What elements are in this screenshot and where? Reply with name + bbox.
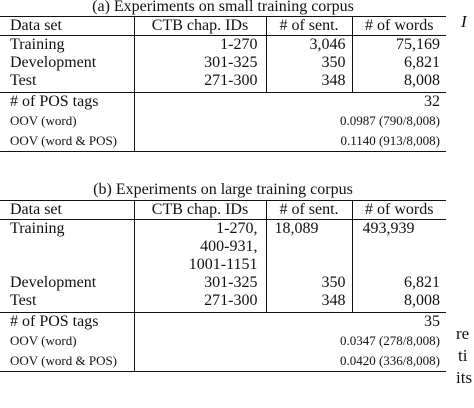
table-row: Development 301-325 350 6,821: [0, 54, 446, 72]
margin-text-fragment: its: [456, 368, 473, 387]
stat-value: 32: [424, 93, 440, 110]
stat-label: OOV (word & POS): [0, 351, 135, 372]
table-row: Training 1-270 3,046 75,169: [0, 35, 446, 54]
row-words: 8,008: [352, 72, 446, 93]
stat-value: 0.0347 (278/8,008): [339, 333, 440, 348]
table-a-caption: (a) Experiments on small training corpus: [92, 0, 354, 15]
table-a: Data set CTB chap. IDs # of sent. # of w…: [0, 16, 446, 152]
stat-label: # of POS tags: [0, 312, 135, 331]
row-sent: 350: [266, 54, 353, 72]
margin-text-fragment: re: [456, 324, 470, 343]
table-row: Test 271-300 348 8,008: [0, 292, 446, 313]
stat-label: # of POS tags: [0, 92, 135, 111]
table-b-caption: (b) Experiments on large training corpus: [93, 181, 353, 198]
header-ctb-ids: CTB chap. IDs: [134, 200, 267, 220]
row-words: 493,939: [362, 220, 415, 237]
row-words: 75,169: [396, 36, 440, 53]
stat-row: # of POS tags 32: [0, 92, 446, 111]
row-sent: 3,046: [266, 35, 353, 54]
row-ids: 271-300: [134, 292, 267, 313]
margin-text-fragment: ti: [458, 346, 468, 365]
stat-row: OOV (word) 0.0987 (790/8,008): [0, 111, 446, 131]
header-sent: # of sent.: [266, 200, 353, 220]
row-ids: 271-300: [134, 72, 267, 93]
table-row-continued: 1001-1151: [0, 256, 446, 274]
row-set: Training: [0, 219, 135, 238]
row-sent: 350: [266, 274, 353, 292]
table-b-header-row: Data set CTB chap. IDs # of sent. # of w…: [0, 200, 446, 220]
table-row: Training 1-270, 18,089 493,939: [0, 219, 446, 238]
stat-row: OOV (word & POS) 0.0420 (336/8,008): [0, 351, 446, 372]
row-ids-cont: 1001-1151: [134, 256, 267, 274]
table-b: Data set CTB chap. IDs # of sent. # of w…: [0, 200, 446, 372]
stat-value: 0.1140 (913/8,008): [134, 131, 446, 152]
row-ids: 301-325: [134, 274, 267, 292]
row-set: Test: [0, 72, 135, 93]
row-ids: 301-325: [134, 54, 267, 72]
header-words: # of words: [352, 200, 446, 220]
row-set: Development: [0, 54, 135, 72]
row-sent: 348: [266, 72, 353, 93]
header-words: # of words: [352, 16, 446, 36]
stat-value: 35: [424, 313, 440, 330]
row-words: 6,821: [404, 274, 440, 291]
table-row: Test 271-300 348 8,008: [0, 72, 446, 93]
stat-row: OOV (word) 0.0347 (278/8,008): [0, 331, 446, 351]
table-a-header-row: Data set CTB chap. IDs # of sent. # of w…: [0, 16, 446, 36]
row-sent: 348: [266, 292, 353, 313]
row-ids-cont: 400-931,: [134, 238, 267, 256]
stat-label: OOV (word): [0, 111, 135, 131]
row-words: 8,008: [352, 292, 446, 313]
header-sent: # of sent.: [266, 16, 353, 36]
stat-value: 0.0987 (790/8,008): [339, 113, 440, 128]
row-set: Training: [0, 35, 135, 54]
table-row: Development 301-325 350 6,821: [0, 274, 446, 292]
header-data-set: Data set: [0, 200, 135, 220]
table-row-continued: 400-931,: [0, 238, 446, 256]
row-ids: 1-270: [134, 35, 267, 54]
row-ids: 1-270,: [134, 219, 267, 238]
row-sent: 18,089: [266, 219, 353, 238]
stat-row: # of POS tags 35: [0, 312, 446, 331]
stat-label: OOV (word): [0, 331, 135, 351]
row-set: Test: [0, 292, 135, 313]
stat-row: OOV (word & POS) 0.1140 (913/8,008): [0, 131, 446, 152]
header-data-set: Data set: [0, 16, 135, 36]
row-words: 6,821: [404, 54, 440, 71]
stat-value: 0.0420 (336/8,008): [134, 351, 446, 372]
row-set: Development: [0, 274, 135, 292]
header-ctb-ids: CTB chap. IDs: [134, 16, 267, 36]
margin-text-fragment: I: [461, 12, 467, 31]
stat-label: OOV (word & POS): [0, 131, 135, 152]
